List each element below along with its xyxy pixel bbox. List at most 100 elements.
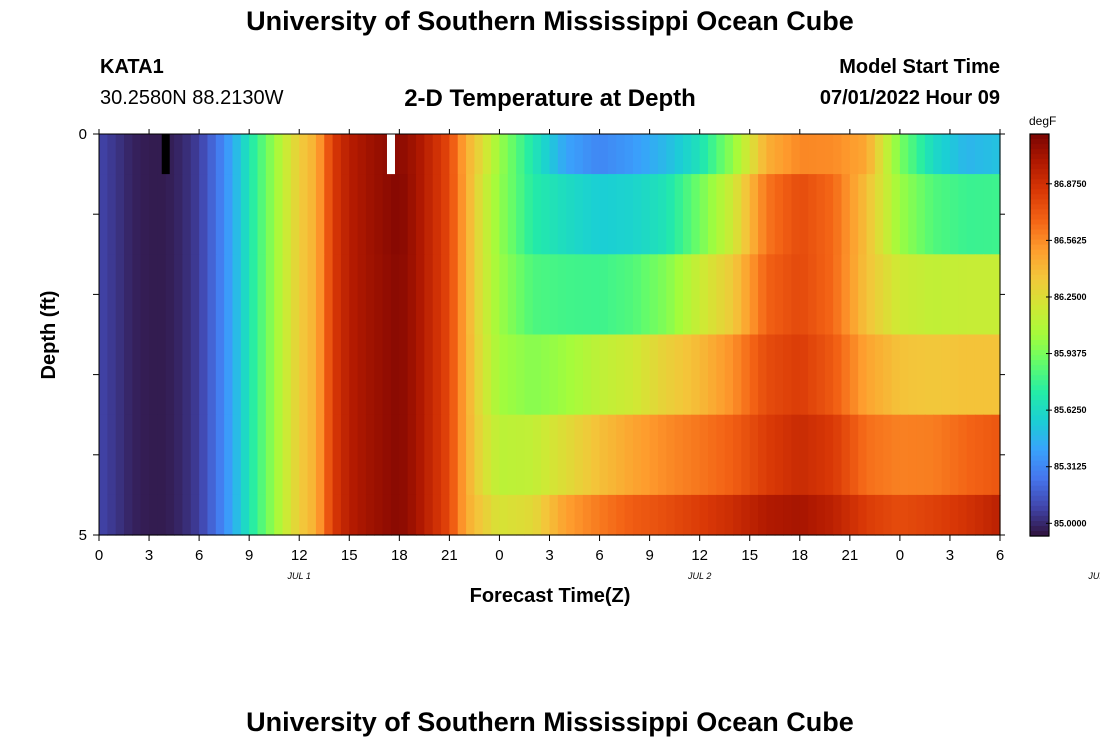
heatmap-cell (749, 174, 759, 255)
heatmap-cell (249, 414, 259, 496)
heatmap-cell (666, 174, 676, 255)
heatmap-cell (249, 134, 259, 175)
heatmap-cell (407, 334, 417, 416)
heatmap-cell (457, 134, 467, 175)
heatmap-cell (941, 174, 951, 255)
heatmap-cell (491, 494, 501, 536)
heatmap-cell (466, 134, 476, 175)
heatmap-cell (791, 254, 801, 336)
heatmap-cell (891, 174, 901, 255)
heatmap-cell (691, 334, 701, 416)
heatmap-cell (474, 334, 484, 416)
heatmap-cell (399, 414, 409, 496)
colorbar-cell (1030, 289, 1049, 296)
colorbar-cell (1030, 400, 1049, 406)
heatmap-cell (632, 334, 642, 416)
heatmap-cell (190, 494, 200, 536)
heatmap-cell (190, 334, 200, 416)
heatmap-cell (165, 254, 175, 336)
heatmap-cell (733, 494, 742, 536)
heatmap-cell (357, 134, 367, 175)
heatmap-cell (532, 174, 542, 255)
heatmap-cell (157, 494, 167, 536)
x-tick-label: 18 (791, 547, 808, 564)
heatmap-cell (649, 494, 659, 536)
heatmap-cell (224, 254, 234, 336)
colorbar-cell (1030, 314, 1049, 321)
heatmap-cell (841, 174, 851, 255)
heatmap-cell (441, 134, 450, 175)
x-tick-label: 21 (841, 547, 858, 564)
footer-title: University of Southern Mississippi Ocean… (246, 707, 854, 737)
heatmap-cell (124, 494, 133, 536)
colorbar-cell (1030, 500, 1049, 507)
heatmap-cell (99, 334, 108, 416)
heatmap-cell (891, 494, 901, 536)
heatmap-cell (833, 174, 843, 255)
heatmap-cell (883, 254, 893, 336)
heatmap-cell (340, 494, 350, 536)
heatmap-cell (315, 414, 325, 496)
heatmap-cell (741, 134, 751, 175)
heatmap-cell (424, 334, 434, 416)
heatmap-cell (607, 414, 617, 496)
heatmap-cell (257, 134, 267, 175)
heatmap-cell (582, 414, 592, 496)
heatmap-cell (532, 414, 542, 496)
heatmap-cell (174, 494, 184, 536)
heatmap-cell (949, 494, 959, 536)
heatmap-cell (808, 494, 818, 536)
heatmap-cell (616, 134, 626, 175)
heatmap-cell (916, 254, 926, 336)
page-title: University of Southern Mississippi Ocean… (246, 6, 854, 36)
heatmap-cell (741, 254, 751, 336)
heatmap-cell (632, 174, 642, 255)
heatmap-cell (641, 174, 651, 255)
heatmap-cell (966, 174, 976, 255)
colorbar-cell (1030, 475, 1049, 482)
heatmap-cell (232, 174, 242, 255)
heatmap-cell (557, 414, 567, 496)
colorbar (1030, 134, 1049, 537)
heatmap-cell (607, 134, 617, 175)
heatmap-cell (974, 174, 984, 255)
colorbar-cell (1030, 510, 1049, 517)
heatmap-cell (307, 334, 317, 416)
colorbar-cell (1030, 375, 1049, 381)
heatmap-cell (482, 494, 492, 536)
heatmap-cell (290, 134, 300, 175)
heatmap-cell (224, 414, 234, 496)
heatmap-cell (149, 494, 158, 536)
heatmap-cell (124, 414, 133, 496)
heatmap-cell (941, 414, 951, 496)
heatmap-cell (240, 494, 250, 536)
heatmap-cell (574, 494, 584, 536)
heatmap-cell (582, 494, 592, 536)
colorbar-cell (1030, 329, 1049, 336)
x-tick-label: 18 (391, 547, 408, 564)
heatmap-cell (874, 414, 884, 496)
x-tick-label: 0 (495, 547, 503, 564)
heatmap-cell (340, 254, 350, 336)
colorbar-cell (1030, 199, 1049, 205)
heatmap-cell (866, 174, 876, 255)
heatmap-cell (399, 134, 409, 175)
heatmap-cell (991, 494, 1001, 536)
heatmap-cell (399, 494, 409, 536)
heatmap-cell (858, 334, 868, 416)
heatmap-cell (841, 134, 851, 175)
heatmap-cell (749, 414, 759, 496)
heatmap-cell (799, 134, 809, 175)
heatmap-cell (983, 414, 993, 496)
heatmap-cell (299, 134, 309, 175)
colorbar-cell (1030, 445, 1049, 452)
heatmap-cell (365, 134, 375, 175)
heatmap-cell (708, 254, 717, 336)
heatmap-cell (224, 494, 234, 536)
heatmap-cell (766, 174, 776, 255)
heatmap-cell (499, 414, 509, 496)
heatmap-cell (624, 414, 634, 496)
heatmap-cell (165, 174, 175, 255)
heatmap-cell (657, 174, 667, 255)
heatmap-cell (549, 494, 559, 536)
